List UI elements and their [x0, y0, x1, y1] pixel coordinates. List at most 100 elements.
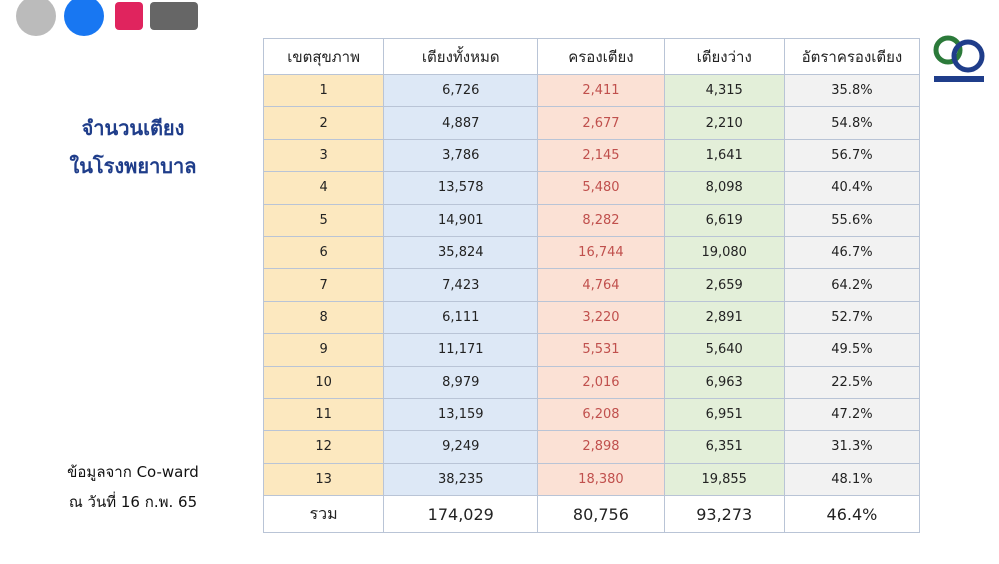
cell: 9 [262, 333, 385, 367]
bed-table: เขตสุขภาพ เตียงทั้งหมด ครองเตียง เตียงว่างอ… [262, 38, 921, 534]
data-row: 5 14,901 8,282 6,619 55.6% [262, 203, 921, 237]
cell: 31.3% [783, 430, 921, 464]
data-row: 4 13,578 5,480 8,098 40.4% [262, 171, 921, 205]
cell: 22.5% [783, 365, 921, 399]
total-cell: 46.4% [783, 495, 921, 534]
cell: 3 [262, 138, 385, 173]
cell: 2 [262, 106, 385, 140]
cell: 6,619 [663, 203, 785, 237]
close-icon [16, 0, 56, 36]
cell: 46.7% [783, 235, 921, 270]
cell: 4,887 [383, 106, 539, 140]
cell: 6 [262, 235, 385, 270]
data-row: 1 6,726 2,411 4,315 35.8% [262, 73, 921, 108]
cell: 54.8% [783, 106, 921, 140]
cell: 2,891 [663, 300, 785, 335]
cell: 14,901 [383, 203, 539, 237]
cell: 6,208 [537, 397, 665, 432]
cell: 6,351 [663, 430, 785, 464]
cell: 5,480 [537, 171, 665, 205]
cell: 2,210 [663, 106, 785, 140]
cell: 38,235 [383, 462, 539, 497]
cell: 8,979 [383, 365, 539, 399]
cell: 4 [262, 171, 385, 205]
data-row: 6 35,824 16,744 19,080 46.7% [262, 235, 921, 270]
header-cell: เตียงทั้งหมด [383, 38, 539, 75]
cell: 1 [262, 73, 385, 108]
cell: 5,640 [663, 333, 785, 367]
cell: 9,249 [383, 430, 539, 464]
cell: 56.7% [783, 138, 921, 173]
top-icons [16, 0, 198, 36]
header-cell: อัตราครองเตียง [783, 38, 921, 75]
cell: 12 [262, 430, 385, 464]
cell: 4,764 [537, 268, 665, 302]
cell: 8,282 [537, 203, 665, 237]
total-cell: 93,273 [663, 495, 785, 534]
cell: 3,220 [537, 300, 665, 335]
cell: 13,578 [383, 171, 539, 205]
data-row: 3 3,786 2,145 1,641 56.7% [262, 138, 921, 173]
logo [933, 35, 985, 82]
source-line: ณ วันที่ 16 ก.พ. 65 [68, 493, 198, 511]
cell: 13,159 [383, 397, 539, 432]
cell: 13 [262, 462, 385, 497]
cell: 8 [262, 300, 385, 335]
cell: 64.2% [783, 268, 921, 302]
header-cell: ครองเตียง [537, 38, 665, 75]
cell: 2,411 [537, 73, 665, 108]
cell: 6,951 [663, 397, 785, 432]
total-cell: 174,029 [383, 495, 539, 534]
cell: 52.7% [783, 300, 921, 335]
total-cell: 80,756 [537, 495, 665, 534]
data-row: 10 8,979 2,016 6,963 22.5% [262, 365, 921, 399]
cell: 18,380 [537, 462, 665, 497]
cell: 35.8% [783, 73, 921, 108]
data-row: 12 9,249 2,898 6,351 31.3% [262, 430, 921, 464]
cell: 1,641 [663, 138, 785, 173]
cell: 11 [262, 397, 385, 432]
total-row: รวม 174,029 80,756 93,273 46.4% [262, 495, 921, 534]
cell: 8,098 [663, 171, 785, 205]
cell: 16,744 [537, 235, 665, 270]
header-row: เขตสุขภาพ เตียงทั้งหมด ครองเตียง เตียงว่างอ… [262, 38, 921, 75]
cell: 7 [262, 268, 385, 302]
cell: 3,786 [383, 138, 539, 173]
cell: 5 [262, 203, 385, 237]
header-cell: เขตสุขภาพ [262, 38, 385, 75]
cell: 2,677 [537, 106, 665, 140]
cell: 6,111 [383, 300, 539, 335]
header-cell: เตียงว่าง [663, 38, 785, 75]
cell: 49.5% [783, 333, 921, 367]
cell: 35,824 [383, 235, 539, 270]
cell: 4,315 [663, 73, 785, 108]
cell: 2,898 [537, 430, 665, 464]
cell: 40.4% [783, 171, 921, 205]
cell: 11,171 [383, 333, 539, 367]
cell: 47.2% [783, 397, 921, 432]
cell: 2,016 [537, 365, 665, 399]
total-cell: รวม [262, 495, 385, 534]
data-row: 2 4,887 2,677 2,210 54.8% [262, 106, 921, 140]
cell: 6,963 [663, 365, 785, 399]
cell: 2,145 [537, 138, 665, 173]
source-line: ข้อมูลจาก Co-ward [67, 463, 199, 481]
title-line: จำนวนเตียง [81, 116, 185, 140]
data-row: 11 13,159 6,208 6,951 47.2% [262, 397, 921, 432]
facebook-icon [64, 0, 104, 36]
data-row: 8 6,111 3,220 2,891 52.7% [262, 300, 921, 335]
data-row: 7 7,423 4,764 2,659 64.2% [262, 268, 921, 302]
view-count [150, 2, 198, 30]
cell: 19,080 [663, 235, 785, 270]
cell: 19,855 [663, 462, 785, 497]
cell: 55.6% [783, 203, 921, 237]
data-row: 13 38,235 18,380 19,855 48.1% [262, 462, 921, 497]
cell: 7,423 [383, 268, 539, 302]
cell: 10 [262, 365, 385, 399]
cell: 2,659 [663, 268, 785, 302]
cell: 5,531 [537, 333, 665, 367]
cell: 48.1% [783, 462, 921, 497]
data-row: 9 11,171 5,531 5,640 49.5% [262, 333, 921, 367]
cell: 6,726 [383, 73, 539, 108]
